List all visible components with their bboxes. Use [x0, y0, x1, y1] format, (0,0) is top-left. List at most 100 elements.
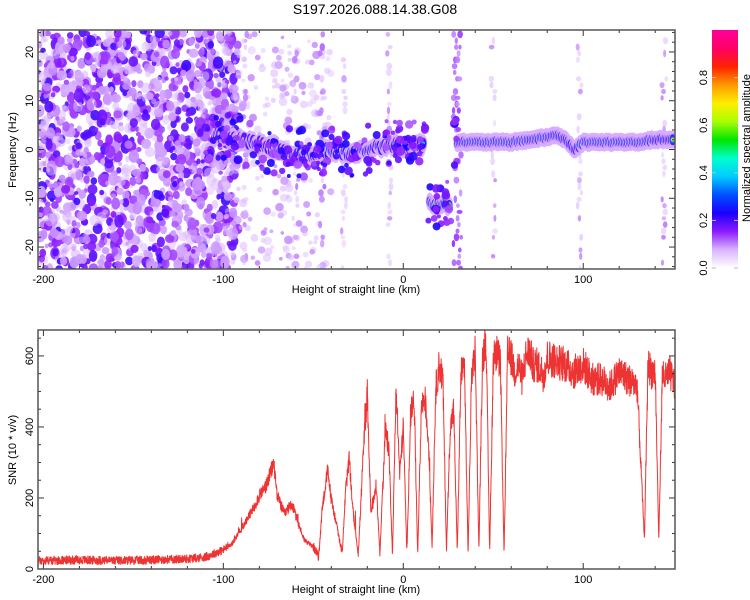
spectrogram-cell [314, 74, 321, 81]
spectrogram-cell [169, 66, 178, 75]
spectrogram-cell [205, 186, 215, 195]
snr-series-line [38, 330, 675, 566]
spectrogram-cell [292, 234, 299, 240]
spectrogram-cell [228, 241, 237, 251]
spectrogram-cell [292, 151, 299, 157]
y-tick-label: -20 [24, 239, 36, 255]
spectrogram-cell [185, 111, 192, 117]
spectrogram-cell [340, 57, 347, 63]
spectrogram-cell [340, 227, 344, 235]
spectrogram-cell [145, 92, 154, 101]
spectrogram-cell [265, 102, 271, 108]
spectrogram-cell [287, 254, 295, 261]
spectrogram-cell [313, 145, 322, 153]
spectrogram-cell [165, 234, 175, 243]
spectrogram-cell [143, 249, 149, 257]
spectrogram-cell [88, 199, 95, 206]
spectrogram-cell [313, 235, 319, 241]
spectrogram-cell [119, 199, 124, 205]
spectrogram-cell [90, 64, 97, 73]
spectrogram-cell [59, 209, 64, 214]
spectrogram-cell [385, 32, 391, 37]
spectrogram-cell [342, 63, 347, 70]
spectrogram-cell [221, 82, 228, 89]
spectrogram-cell [243, 44, 248, 50]
spectrogram-cell [214, 234, 220, 242]
spectrogram-cell [83, 243, 89, 250]
spectrogram-cell [307, 82, 315, 89]
spectrogram-cell [333, 153, 340, 160]
spectrogram-cell [274, 61, 283, 70]
spectrogram-cell [131, 80, 137, 88]
spectrogram-cell [386, 88, 390, 95]
spectrogram-cell [117, 125, 125, 132]
spectrogram-cell [129, 94, 135, 102]
spectrogram-cell [270, 97, 276, 103]
spectrogram-cell [247, 46, 256, 55]
spectrogram-cell [455, 215, 460, 222]
spectrogram-cell [181, 59, 192, 72]
spectrogram-cell [493, 214, 497, 222]
spectrogram-cell [337, 165, 346, 174]
spectrogram-cell [170, 230, 177, 237]
spectrogram-cell [160, 225, 167, 235]
spectrogram-cell [114, 214, 124, 228]
spectrogram-cell [164, 114, 169, 121]
spectrogram-cell [296, 177, 301, 182]
spectrogram-cell [193, 30, 203, 38]
spectrogram-cell [662, 119, 668, 127]
spectrogram-cell [263, 227, 268, 232]
spectrogram-cell [77, 60, 85, 69]
spectrogram-cell [293, 253, 300, 260]
spectrogram-cell [125, 155, 130, 163]
spectrogram-cell [78, 189, 86, 199]
spectrogram-cell [291, 246, 296, 251]
spectrogram-cell [329, 125, 335, 131]
spectrogram-cell [196, 167, 203, 175]
spectrogram-cell [242, 152, 249, 158]
spectrogram-cell [579, 233, 584, 241]
spectrogram-cell [284, 91, 290, 97]
spectrogram-cell [293, 88, 297, 95]
spectrogram-cell [73, 170, 83, 182]
spectrogram-cell [39, 248, 47, 258]
spectrogram-cell [160, 55, 170, 69]
x-tick-label: 0 [400, 574, 406, 586]
spectrogram-cell [385, 68, 392, 77]
spectrogram-cell [316, 160, 321, 165]
spectrogram-cell [215, 31, 224, 41]
spectrogram-cell [319, 168, 328, 177]
spectrogram-cells [38, 30, 675, 269]
spectrogram-cell [457, 265, 464, 269]
spectrogram-cell [382, 143, 390, 151]
spectrogram-cell [299, 141, 304, 146]
spectrogram-cell [334, 149, 340, 155]
spectrogram-cell [161, 208, 170, 218]
spectrogram-cell [161, 156, 169, 166]
spectrogram-cell [492, 89, 498, 94]
spectrogram-cell [488, 75, 494, 82]
spectrogram-cell [63, 155, 74, 165]
spectrogram-cell [353, 152, 359, 157]
spectrogram-cell [576, 56, 580, 63]
spectrogram-cell [225, 139, 232, 146]
spectrogram-cell [66, 37, 73, 43]
spectrogram-cell [100, 65, 108, 73]
spectrogram-cell [280, 78, 285, 83]
spectrogram-cell [489, 81, 494, 89]
spectrogram-cell [189, 132, 196, 142]
spectrogram-cell [662, 208, 668, 216]
spectrogram-cell [92, 223, 103, 235]
spectrogram-cell [263, 207, 271, 215]
spectrogram-cell [342, 132, 351, 141]
spectrogram-cell [66, 91, 75, 103]
spectrogram-cell [184, 91, 191, 99]
spectrogram-cell [105, 180, 111, 186]
spectrogram-cell [301, 90, 306, 95]
spectrogram-cell [82, 84, 91, 94]
spectrogram-cell [388, 259, 393, 267]
spectrogram-cell [215, 121, 222, 128]
spectrogram-cell [206, 203, 213, 212]
spectrogram-cell [84, 30, 91, 37]
spectrogram-cell [492, 228, 498, 234]
